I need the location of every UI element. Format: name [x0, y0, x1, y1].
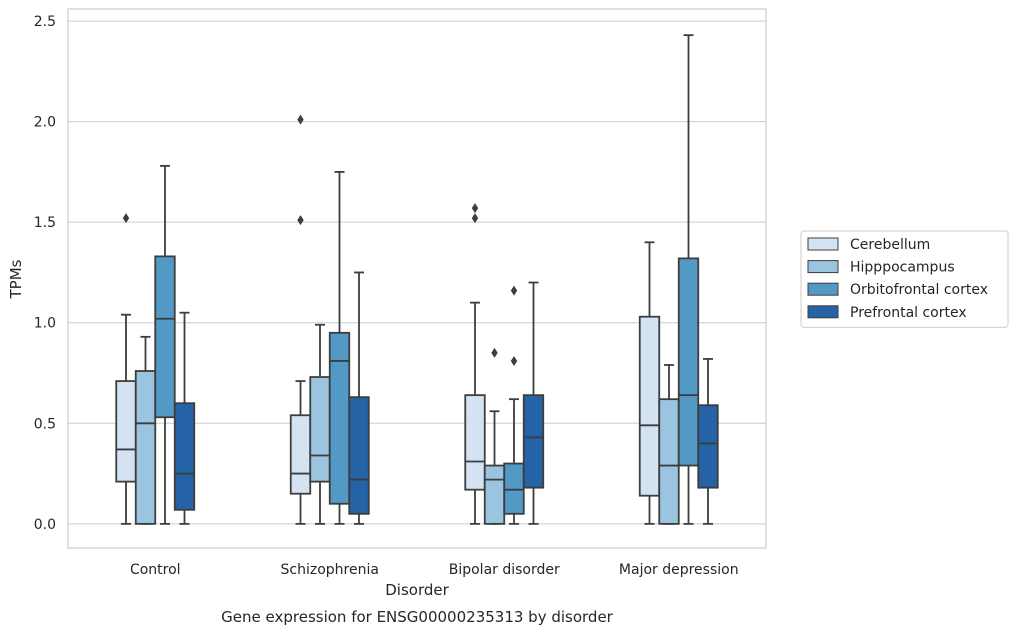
outlier-point — [510, 285, 518, 296]
legend-label: Cerebellum — [850, 237, 930, 253]
box-orbitofrontal-cortex — [328, 171, 351, 525]
box-iqr — [348, 396, 370, 515]
outlier-point — [122, 213, 130, 224]
box-groups — [115, 34, 719, 525]
legend-label: Hipppocampus — [850, 260, 955, 276]
y-tick-label: 2.5 — [34, 14, 56, 30]
box-hipppocampus — [483, 347, 506, 525]
legend-label: Orbitofrontal cortex — [850, 282, 988, 298]
box-iqr — [134, 370, 157, 525]
box-iqr — [115, 380, 137, 483]
figure-caption: Gene expression for ENSG00000235313 by d… — [221, 608, 614, 626]
legend-swatch — [807, 237, 839, 251]
y-tick-label: 1.5 — [34, 215, 56, 231]
x-tick-label: Control — [130, 562, 181, 578]
y-axis-label: TPMs — [7, 259, 25, 299]
box-iqr — [483, 464, 506, 525]
box-orbitofrontal-cortex — [503, 285, 525, 525]
box-prefrontal-cortex — [348, 271, 370, 525]
box-iqr — [658, 398, 680, 525]
box-iqr — [173, 402, 196, 511]
axes: 0.0 0.5 1.0 1.5 2.0 2.5 Control Schizophrenia Bi… — [34, 8, 767, 578]
box-iqr — [309, 376, 331, 483]
x-tick-label: Bipolar disorder — [449, 562, 560, 578]
box-prefrontal-cortex — [697, 358, 719, 525]
x-axis-label: Disorder — [385, 581, 449, 599]
legend-frame — [800, 230, 1009, 328]
box-iqr — [328, 331, 351, 505]
box-orbitofrontal-cortex — [677, 34, 700, 525]
box-iqr — [289, 414, 312, 495]
box-hipppocampus — [134, 335, 157, 525]
x-tick-label: Schizophrenia — [281, 562, 379, 578]
box-cerebellum — [638, 241, 661, 525]
y-tick-label: 0.0 — [34, 517, 56, 533]
legend-swatch — [807, 260, 839, 274]
outlier-point — [510, 355, 518, 366]
y-tick-label: 1.0 — [34, 316, 56, 332]
legend: Cerebellum Hipppocampus Orbitofrontal cort… — [800, 230, 1009, 328]
box-prefrontal-cortex — [522, 281, 545, 525]
box-iqr — [464, 394, 486, 491]
box-prefrontal-cortex — [173, 311, 196, 525]
legend-swatch — [807, 305, 839, 319]
legend-label: Prefrontal cortex — [850, 305, 967, 321]
outlier-point — [471, 203, 479, 214]
box-cerebellum — [464, 203, 486, 525]
box-iqr — [638, 315, 661, 497]
box-iqr — [697, 404, 719, 489]
box-iqr — [154, 255, 176, 419]
outlier-point — [471, 213, 479, 224]
box-orbitofrontal-cortex — [154, 164, 176, 525]
box-iqr — [677, 257, 700, 467]
box-hipppocampus — [658, 364, 680, 525]
plot-frame — [67, 8, 767, 549]
outlier-point — [297, 114, 304, 125]
box-hipppocampus — [309, 323, 331, 525]
y-tick-label: 2.0 — [34, 115, 56, 131]
y-tick-label: 0.5 — [34, 416, 56, 432]
box-iqr — [503, 462, 525, 515]
outlier-point — [297, 215, 304, 226]
box-cerebellum — [115, 213, 137, 525]
outlier-point — [491, 347, 498, 358]
box-iqr — [522, 394, 545, 489]
x-tick-label: Major depression — [619, 562, 739, 578]
legend-swatch — [807, 282, 839, 296]
box-cerebellum — [289, 114, 312, 525]
